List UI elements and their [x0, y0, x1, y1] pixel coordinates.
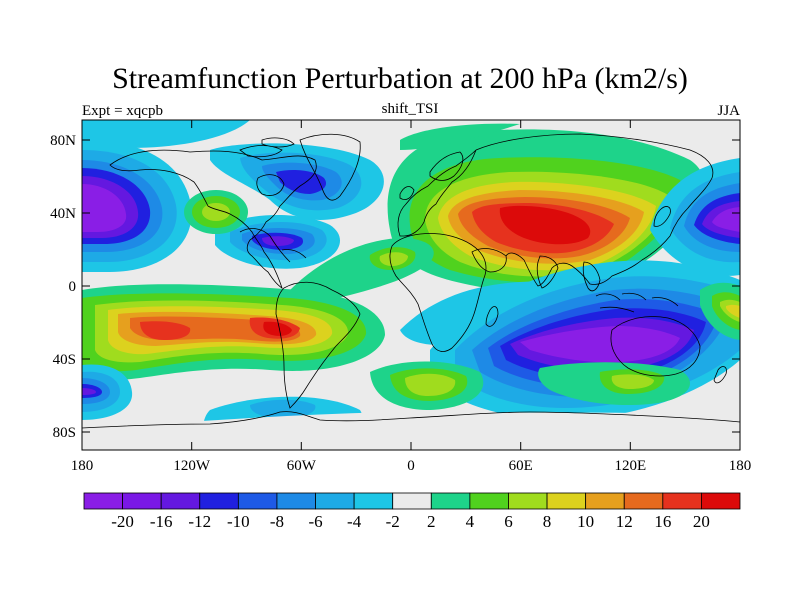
- coast-maritime-continent: [595, 292, 679, 313]
- anomaly-indian-ocean-band: [400, 280, 560, 345]
- colorbar-swatch: [276, 492, 316, 510]
- colorbar-swatch: [353, 492, 394, 510]
- coast-new-zealand: [713, 366, 727, 384]
- coast-central-america: [239, 228, 307, 263]
- colorbar-swatch: [508, 492, 548, 510]
- coast-indochina: [582, 261, 601, 292]
- season-label: JJA: [717, 103, 740, 119]
- coast-australia: [610, 316, 701, 377]
- colorbar-label: 20: [693, 512, 710, 531]
- y-tick-label: 40N: [50, 206, 76, 222]
- coast-british-isles: [399, 186, 415, 200]
- colorbar-label: 16: [654, 512, 671, 531]
- x-axis-ticks: [191, 120, 631, 450]
- colorbar-label: 12: [616, 512, 633, 531]
- anomaly-arctic-negative: [82, 120, 250, 148]
- coast-arabia: [471, 248, 507, 273]
- colorbar-label: 8: [543, 512, 552, 531]
- colorbar-label: -4: [347, 512, 362, 531]
- y-tick-label: 80S: [53, 425, 76, 441]
- coast-europe: [397, 149, 477, 237]
- coast-japan: [653, 206, 671, 227]
- coast-greenland: [299, 133, 361, 201]
- y-axis-ticks: [82, 139, 740, 433]
- x-tick-label: 0: [407, 458, 415, 474]
- colorbar-swatch: [122, 492, 162, 510]
- colorbar-label: -6: [308, 512, 322, 531]
- coast-india: [536, 255, 559, 289]
- anomaly-south-pacific-positive: [82, 284, 385, 381]
- x-tick-label: 120E: [614, 458, 646, 474]
- anomaly-north-america-negative: [210, 143, 384, 269]
- y-tick-label: 40S: [53, 352, 76, 368]
- anomaly-west-pacific-negative: [650, 158, 740, 276]
- colorbar-swatch: [662, 492, 702, 510]
- anomaly-southern-ocean: [82, 282, 740, 450]
- colorbar-swatch: [199, 492, 239, 510]
- colorbar-swatch: [623, 492, 664, 510]
- coast-asia: [475, 133, 714, 287]
- experiment-label: Expt = xqcpb: [82, 103, 163, 119]
- y-tick-label: 0: [69, 279, 77, 295]
- colorbar-swatch: [701, 492, 741, 510]
- colorbar-swatch: [585, 492, 625, 510]
- coast-africa: [389, 233, 487, 352]
- colorbar-label: 6: [504, 512, 513, 531]
- y-axis-labels: 80N 40N 0 40S 80S: [50, 133, 76, 441]
- x-tick-label: 180: [71, 458, 94, 474]
- colorbar-swatch: [160, 492, 201, 510]
- contour-field: [82, 120, 740, 450]
- case-label: shift_TSI: [381, 101, 439, 117]
- anomaly-western-canada-positive: [184, 190, 248, 234]
- colorbar-label: 10: [577, 512, 594, 531]
- coastlines: [82, 133, 740, 429]
- colorbar-swatch: [83, 492, 123, 510]
- coast-scandinavia: [429, 151, 464, 181]
- x-tick-label: 60E: [509, 458, 533, 474]
- anomaly-arctic-fringe: [400, 123, 520, 150]
- colorbar: [83, 492, 741, 510]
- colorbar-swatch: [237, 492, 278, 510]
- coast-madagascar: [485, 306, 499, 327]
- map-title: Streamfunction Perturbation at 200 hPa (…: [112, 62, 688, 95]
- colorbar-swatch: [315, 492, 355, 510]
- colorbar-label: -2: [386, 512, 400, 531]
- coast-hudson-bay: [256, 174, 285, 196]
- coast-south-america: [275, 281, 361, 409]
- colorbar-label: -16: [150, 512, 173, 531]
- x-axis-labels: 180 120W 60W 0 60E 120E 180: [71, 458, 752, 474]
- colorbar-label: -20: [111, 512, 134, 531]
- colorbar-swatch: [546, 492, 587, 510]
- colorbar-label: -10: [227, 512, 250, 531]
- anomaly-central-pacific-negative: [82, 140, 192, 272]
- x-tick-label: 180: [729, 458, 752, 474]
- colorbar-label: -12: [188, 512, 211, 531]
- y-tick-label: 80N: [50, 133, 76, 149]
- x-tick-label: 60W: [287, 458, 317, 474]
- colorbar-swatch: [430, 492, 471, 510]
- colorbar-label: -8: [270, 512, 284, 531]
- colorbar-swatch: [392, 492, 432, 510]
- colorbar-swatch: [469, 492, 509, 510]
- anomaly-asia-positive: [387, 129, 705, 291]
- colorbar-labels: -20 -16 -12 -10 -8 -6 -4 -2 2 4 6 8 10 12 16 20: [111, 512, 710, 531]
- coast-antarctica: [82, 411, 740, 429]
- coast-arctic-islands: [239, 137, 295, 158]
- colorbar-label: 2: [427, 512, 436, 531]
- colorbar-label: 4: [466, 512, 475, 531]
- x-tick-label: 120W: [173, 458, 211, 474]
- coast-north-america: [109, 149, 317, 289]
